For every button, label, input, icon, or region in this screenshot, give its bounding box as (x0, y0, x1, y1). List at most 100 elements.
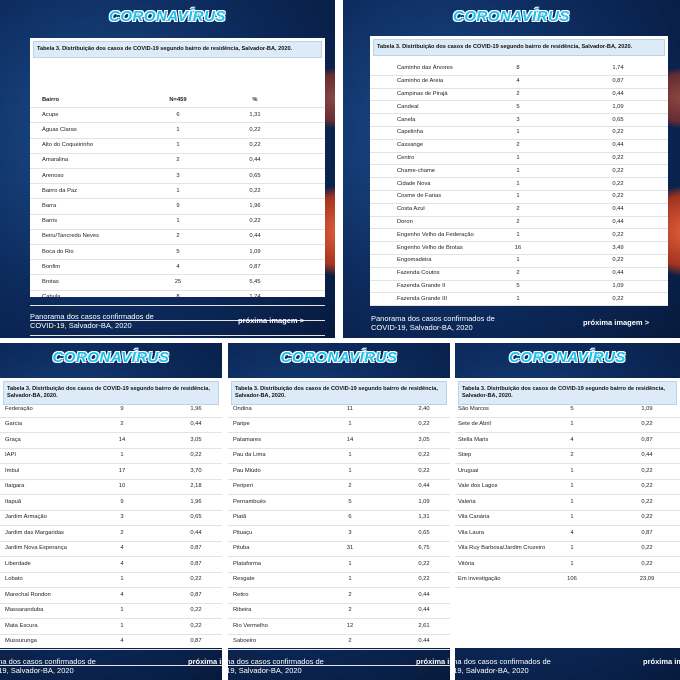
table-row: Cajazeiras II 3 0,65 (30, 320, 325, 337)
cell-bairro: Massaranduba (5, 607, 44, 614)
cell-percent: 0,22 (641, 560, 653, 567)
table-row: Valeria 1 0,22 (455, 494, 680, 511)
table-row: Cosme de Farias 1 0,22 (370, 190, 668, 204)
table-row: Santa Cruz 2 0,44 (228, 649, 450, 666)
cell-count: 2 (516, 270, 520, 277)
cell-count: 1 (348, 421, 352, 428)
table-row: Doron 2 0,44 (370, 216, 668, 230)
cell-bairro: Saboeiro (233, 638, 257, 645)
table-row: Candeal 5 1,09 (370, 100, 668, 115)
table-title: Tabela 3. Distribuição dos casos de COVI… (33, 41, 322, 58)
cell-count: 1 (516, 154, 520, 161)
table-row: Retiro 2 0,44 (228, 587, 450, 604)
cell-bairro: Barra (42, 202, 57, 209)
cell-bairro: Capelinha (397, 129, 424, 136)
cell-bairro: Mussurunga (5, 638, 37, 645)
cell-count: 2 (348, 483, 352, 490)
cell-percent: 1,09 (418, 498, 430, 505)
cell-count: 1 (570, 560, 574, 567)
cell-count: 1 (348, 452, 352, 459)
cell-count: 2 (570, 452, 574, 459)
table-row: Lobato 1 0,22 (0, 572, 222, 588)
footer-caption: Panorama dos casos confirmados de COVID-… (228, 657, 324, 675)
cell-count: 2 (516, 90, 520, 97)
cell-bairro: Em investigação (458, 576, 501, 583)
table-card: Tabela 3. Distribuição dos casos de COVI… (30, 38, 325, 337)
cell-percent: 3,49 (612, 244, 624, 251)
cell-bairro: Candeal (397, 103, 419, 110)
cell-count: 1 (516, 167, 520, 174)
table-row: Garcia 2 0,44 (0, 417, 222, 433)
cell-bairro: Doron (397, 218, 413, 225)
panel-title: CORONAVÍRUS (109, 8, 226, 25)
cell-count: 12 (346, 622, 354, 629)
cell-percent: 0,44 (190, 529, 202, 536)
cell-count: 1 (570, 514, 574, 521)
cell-count: 1 (348, 560, 352, 567)
cell-percent: 0,87 (190, 591, 202, 598)
cell-count: 16 (514, 244, 522, 251)
cell-percent: 1,31 (418, 514, 430, 521)
cell-bairro: Cosme de Farias (397, 193, 442, 200)
cell-count: 3 (516, 116, 520, 123)
table-row: Vila Laura 4 0,87 (455, 525, 680, 542)
cell-bairro: Graça (5, 436, 21, 443)
table-row: Bairro da Paz 1 0,22 (30, 183, 325, 200)
table-row: Barra 9 1,96 (30, 198, 325, 215)
cell-bairro: Costa Azul (397, 206, 425, 213)
cell-count: 4 (176, 263, 180, 270)
cell-count: 3 (120, 514, 124, 521)
next-image-link[interactable]: próxima imagem > (416, 657, 450, 666)
cell-count: 1 (176, 142, 180, 149)
table-row: Mussurunga 4 0,87 (0, 634, 222, 650)
cell-percent: 0,22 (418, 452, 430, 459)
table-row: Cabula 8 1,74 (30, 290, 325, 306)
table-row: São Caetano 2 0,44 (228, 665, 450, 680)
cell-percent: 0,22 (612, 129, 624, 136)
cell-bairro: Pau da Lima (233, 452, 266, 459)
cell-bairro: Jardim Nova Esperança (5, 545, 67, 552)
cell-bairro: Piatã (233, 514, 247, 521)
table-row: Fazenda Grande III 1 0,22 (370, 292, 668, 307)
cell-bairro: Amaralina (42, 157, 69, 164)
cell-percent: 1,74 (249, 294, 261, 301)
cell-count: 3 (176, 324, 180, 331)
cell-bairro: Mata Escura (5, 622, 38, 629)
cell-count: 1 (120, 452, 124, 459)
cell-bairro: Itapuã (5, 498, 22, 505)
cell-percent: % (252, 96, 258, 103)
cell-count: 25 (174, 278, 182, 285)
next-image-link[interactable]: próxima imagem > (188, 657, 222, 666)
cell-bairro: Brotas (42, 278, 59, 285)
next-image-link[interactable]: próxima imagem > (238, 316, 305, 325)
table-row: Caminho de Areia 4 0,87 (370, 75, 668, 89)
table-row: Fazenda Grande II 5 1,09 (370, 280, 668, 294)
cell-percent: 0,87 (641, 529, 653, 536)
cell-percent: 1,09 (612, 103, 624, 110)
cell-bairro: Boca do Rio (42, 248, 74, 255)
table-row: Jardim Nova Esperança 4 0,87 (0, 541, 222, 557)
table-row: Liberdade 4 0,87 (0, 556, 222, 573)
cell-count: 1 (570, 545, 574, 552)
cell-bairro: Caixa D'água (42, 309, 77, 316)
cell-percent: 0,44 (418, 669, 430, 676)
cell-count: 6 (176, 111, 180, 118)
cell-count: 1 (516, 257, 520, 264)
cell-count: 2 (120, 529, 124, 536)
cell-count: 1 (516, 180, 520, 187)
cell-count: 1 (176, 309, 180, 316)
cell-bairro: Campinas de Pirajá (397, 90, 448, 97)
cell-bairro: Valeria (458, 498, 476, 505)
screenshot-panel: CORONAVÍRUS Tabela 3. Distribuição dos ca… (0, 343, 222, 680)
next-image-link[interactable]: próxima imagem > (643, 657, 680, 666)
cell-bairro: Liberdade (5, 560, 31, 567)
cell-percent: 0,22 (612, 257, 624, 264)
cell-bairro: Paripe (233, 421, 250, 428)
cell-count: 5 (516, 103, 520, 110)
table-row: Nazaré 7 1,53 (0, 649, 222, 666)
table-row: Costa Azul 2 0,44 (370, 203, 668, 217)
next-image-link[interactable]: próxima imagem > (583, 318, 650, 327)
cell-count: 8 (176, 294, 180, 301)
cell-bairro: Vila Laura (458, 529, 484, 536)
cell-percent: 0,22 (612, 167, 624, 174)
